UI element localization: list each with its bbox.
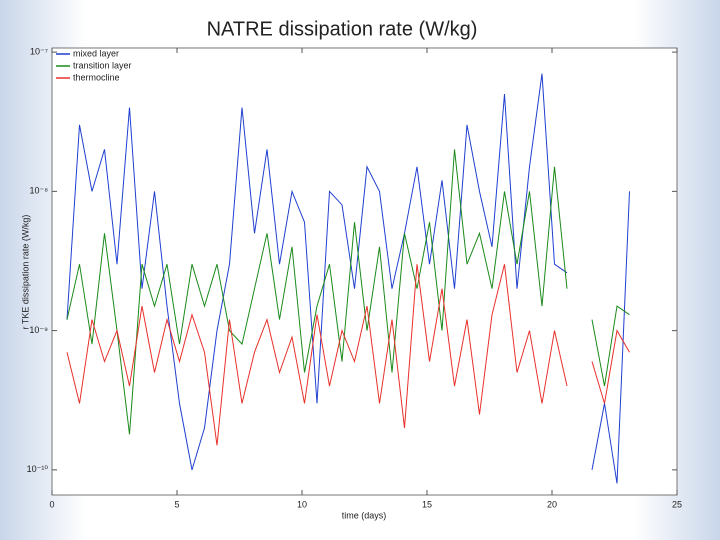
series-line: [66, 264, 630, 446]
plot-area: [51, 47, 678, 496]
chart-title: NATRE dissipation rate (W/kg): [207, 18, 478, 40]
legend-label: thermocline: [73, 72, 120, 82]
legend-label: mixed layer: [73, 48, 119, 58]
legend-label: transition layer: [73, 60, 132, 70]
x-tick-label: 5: [174, 499, 179, 509]
x-tick-label: 10: [297, 499, 307, 509]
series-line: [66, 149, 630, 435]
y-tick-label: 10⁻⁹: [29, 325, 48, 335]
x-tick-label: 15: [422, 499, 432, 509]
x-tick-label: 20: [547, 499, 557, 509]
y-tick-label: 10⁻¹⁰: [27, 464, 49, 474]
plot-lines: [66, 73, 630, 484]
y-tick-label: 10⁻⁷: [30, 46, 48, 56]
y-axis-label: r TKE dissipation rate (W/kg): [20, 215, 30, 330]
x-axis-label: time (days): [342, 510, 387, 520]
x-tick-label: 0: [49, 499, 54, 509]
y-tick-label: 10⁻⁸: [29, 186, 48, 196]
x-tick-label: 25: [672, 499, 682, 509]
series-line: [66, 73, 630, 484]
